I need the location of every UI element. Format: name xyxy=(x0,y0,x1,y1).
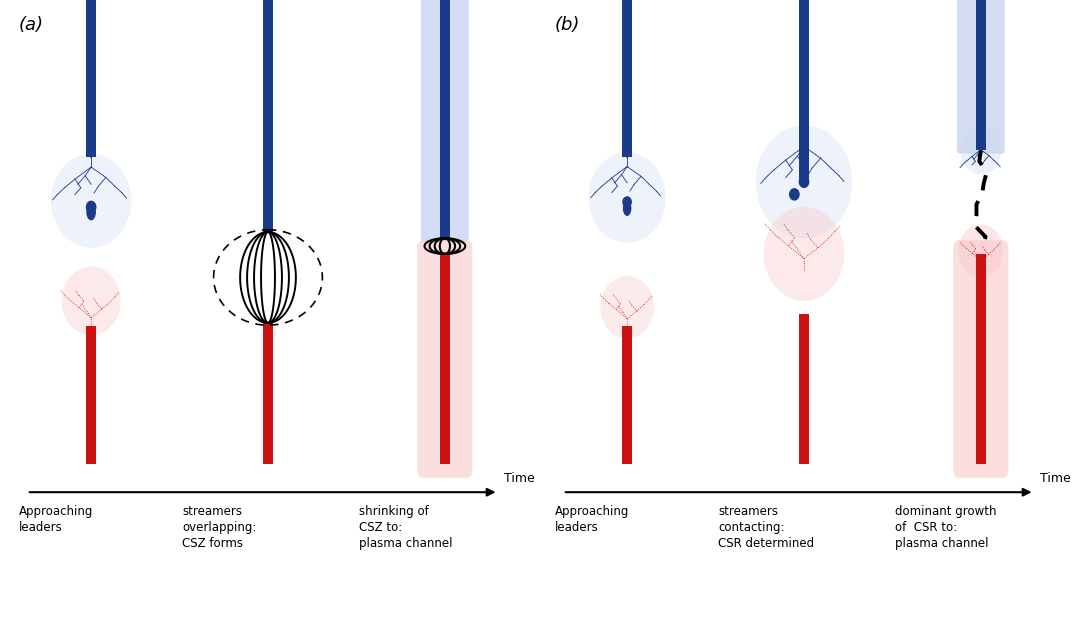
FancyBboxPatch shape xyxy=(953,240,1009,478)
Circle shape xyxy=(799,176,809,188)
Bar xyxy=(976,254,986,464)
Text: dominant growth
of  CSR to:
plasma channel: dominant growth of CSR to: plasma channe… xyxy=(895,505,997,550)
Bar xyxy=(86,0,95,157)
Circle shape xyxy=(763,207,845,301)
Text: Approaching
leaders: Approaching leaders xyxy=(555,505,629,534)
FancyBboxPatch shape xyxy=(957,0,1004,154)
Circle shape xyxy=(62,266,120,335)
Text: (b): (b) xyxy=(555,16,580,34)
Circle shape xyxy=(958,224,1003,277)
Bar xyxy=(441,0,450,238)
Circle shape xyxy=(789,188,800,201)
Text: Approaching
leaders: Approaching leaders xyxy=(18,505,93,534)
Circle shape xyxy=(51,154,131,248)
Bar xyxy=(799,314,808,464)
Bar xyxy=(976,0,986,150)
Text: (a): (a) xyxy=(18,16,44,34)
Bar xyxy=(264,323,272,464)
Circle shape xyxy=(86,201,96,213)
Text: shrinking of
CSZ to:
plasma channel: shrinking of CSZ to: plasma channel xyxy=(359,505,452,550)
Bar xyxy=(441,254,450,464)
Bar xyxy=(799,0,808,182)
Text: Time: Time xyxy=(1040,472,1071,485)
Circle shape xyxy=(961,127,1001,174)
Ellipse shape xyxy=(623,201,631,216)
Ellipse shape xyxy=(86,203,96,220)
Bar xyxy=(264,0,272,232)
Circle shape xyxy=(756,125,852,238)
FancyBboxPatch shape xyxy=(421,0,468,241)
Bar xyxy=(622,326,632,464)
Bar xyxy=(622,0,632,157)
Circle shape xyxy=(600,276,654,339)
Text: Time: Time xyxy=(504,472,535,485)
Circle shape xyxy=(589,152,666,243)
FancyBboxPatch shape xyxy=(417,240,473,478)
Circle shape xyxy=(622,196,631,208)
Text: streamers
overlapping:
CSZ forms: streamers overlapping: CSZ forms xyxy=(182,505,256,550)
Bar xyxy=(86,326,95,464)
Text: streamers
contacting:
CSR determined: streamers contacting: CSR determined xyxy=(718,505,815,550)
